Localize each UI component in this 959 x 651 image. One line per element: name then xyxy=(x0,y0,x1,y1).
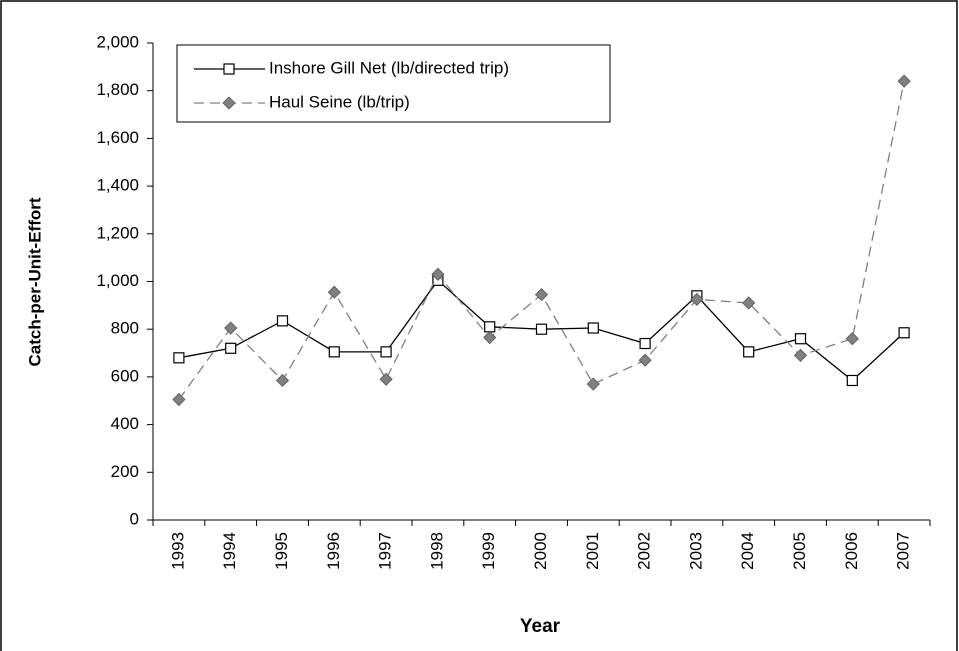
data-point xyxy=(743,346,755,358)
x-tick-label: 2003 xyxy=(686,532,705,570)
x-tick-label: 2007 xyxy=(894,532,913,570)
data-point xyxy=(535,323,548,335)
data-point xyxy=(586,377,600,391)
x-tick-label: 1995 xyxy=(272,532,291,570)
data-point xyxy=(534,288,549,302)
legend-box xyxy=(176,44,611,123)
x-axis-title: Year xyxy=(520,616,561,637)
y-tick-label: 0 xyxy=(130,509,139,528)
legend-label: Haul Seine (lb/trip) xyxy=(269,92,410,111)
data-point xyxy=(639,337,651,350)
y-tick-label: 1,800 xyxy=(96,80,139,99)
y-tick-label: 800 xyxy=(111,319,139,338)
data-point xyxy=(690,292,704,306)
x-tick-label: 1998 xyxy=(427,532,446,570)
x-tick-label: 1994 xyxy=(220,532,239,570)
data-point xyxy=(225,342,237,354)
data-point xyxy=(276,315,289,327)
data-point xyxy=(846,374,858,387)
data-point xyxy=(898,327,910,339)
y-tick-label: 400 xyxy=(111,414,139,433)
y-tick-label: 2,000 xyxy=(96,32,139,51)
data-point xyxy=(379,372,393,386)
data-point xyxy=(224,321,238,335)
data-point xyxy=(742,296,756,310)
y-tick-label: 1,400 xyxy=(96,176,139,195)
x-tick-label: 1999 xyxy=(479,532,498,570)
y-tick-label: 200 xyxy=(111,462,139,481)
data-point xyxy=(794,333,807,345)
data-point xyxy=(380,346,392,358)
x-tick-label: 2006 xyxy=(842,532,861,570)
data-point xyxy=(275,373,290,388)
data-point xyxy=(173,352,185,364)
y-tick-label: 600 xyxy=(111,366,139,385)
data-point xyxy=(845,332,859,346)
legend-label: Inshore Gill Net (lb/directed trip) xyxy=(269,58,509,77)
x-tick-label: 2004 xyxy=(738,532,757,570)
x-tick-label: 1997 xyxy=(376,532,395,570)
data-point xyxy=(793,348,808,363)
y-tick-label: 1,600 xyxy=(96,128,139,147)
y-tick-label: 1,000 xyxy=(96,271,139,290)
legend-marker xyxy=(222,96,236,110)
y-axis-title: Catch-per-Unit-Effort xyxy=(25,197,44,366)
data-point xyxy=(431,267,445,281)
x-tick-label: 2001 xyxy=(583,532,602,570)
data-point xyxy=(328,346,340,358)
data-point xyxy=(587,322,599,334)
x-tick-label: 2002 xyxy=(635,532,654,570)
x-tick-label: 1993 xyxy=(168,532,187,570)
data-point xyxy=(327,285,341,299)
data-point xyxy=(638,353,652,367)
x-tick-label: 2000 xyxy=(531,532,550,570)
legend-marker xyxy=(223,63,235,75)
data-point xyxy=(484,321,496,333)
data-point xyxy=(897,74,911,88)
data-point xyxy=(172,392,186,407)
data-point xyxy=(483,330,497,345)
x-tick-label: 1996 xyxy=(324,532,343,570)
y-tick-label: 1,200 xyxy=(96,223,139,242)
x-tick-label: 2005 xyxy=(790,532,809,570)
